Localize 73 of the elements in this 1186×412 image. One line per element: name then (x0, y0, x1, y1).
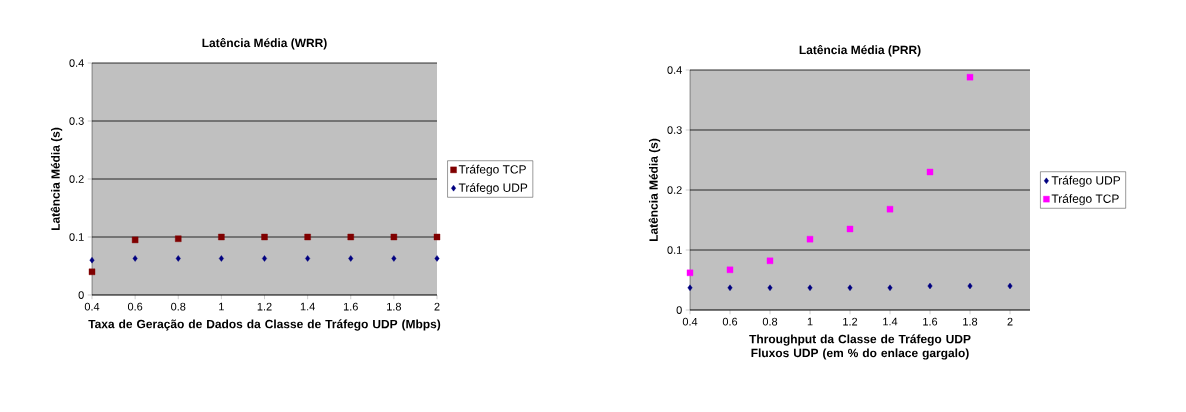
point (261, 233, 268, 241)
point (218, 233, 225, 241)
y-tick-label: 0.3 (667, 126, 682, 134)
x-tick-label: 0.8 (171, 302, 186, 311)
point (926, 168, 934, 176)
x-tick-label: 0.8 (762, 317, 778, 326)
point (262, 255, 267, 262)
point (434, 255, 440, 262)
x-tick-label: 1.4 (300, 302, 315, 311)
point (1007, 282, 1013, 290)
point (887, 284, 893, 291)
point (686, 269, 694, 276)
chart-title: Latência Média (WRR) (202, 38, 327, 50)
point (89, 257, 95, 264)
point (88, 268, 96, 275)
point (305, 255, 311, 262)
y-axis-title: Latência Média (s) (50, 127, 63, 231)
point (807, 284, 813, 291)
legend-label: Tráfego UDP (1051, 175, 1121, 187)
y-tick-label: 0 (676, 306, 682, 314)
point (391, 255, 397, 262)
legend-label: Tráfego UDP (458, 183, 528, 195)
x-tick-label: 1 (219, 302, 224, 311)
point (433, 233, 441, 241)
y-tick-label: 0.3 (69, 117, 84, 125)
point (726, 266, 734, 273)
y-tick-label: 0.4 (69, 59, 84, 67)
point (175, 235, 182, 242)
point (218, 255, 224, 262)
x-axis-title: Throughput da Classe de Tráfego UDP Fluxos UDP (em % do enlace gargalo) (749, 334, 971, 360)
point (886, 206, 894, 213)
point (348, 255, 354, 262)
y-tick-label: 0 (78, 291, 84, 299)
y-tick-label: 0.1 (69, 233, 84, 241)
point (766, 257, 774, 264)
x-tick-label: 1 (807, 317, 813, 326)
x-tick-label: 1.2 (843, 317, 858, 326)
y-tick-label: 0.2 (69, 175, 84, 183)
point (847, 284, 853, 291)
point (767, 284, 773, 291)
chart-title: Latência Média (PRR) (799, 45, 921, 57)
point (966, 74, 974, 81)
x-axis-title: Taxa de Geração de Dados da Classe de Tráfego UDP (Mbps) (88, 319, 441, 331)
point (132, 255, 138, 262)
x-tick-label: 0.6 (722, 317, 738, 326)
point (175, 255, 181, 262)
point (347, 233, 354, 241)
point (131, 236, 139, 244)
point (806, 236, 814, 243)
x-tick-label: 1.6 (923, 317, 938, 326)
point (304, 233, 311, 241)
point (727, 284, 733, 291)
x-tick-label: 0.6 (127, 302, 143, 311)
point (846, 225, 854, 233)
legend-label: Tráfego TCP (458, 164, 526, 176)
x-tick-label: 1.6 (343, 302, 358, 311)
point (967, 282, 973, 290)
point (390, 233, 398, 241)
x-tick-label: 1.2 (257, 302, 272, 311)
legend-label: Tráfego TCP (1051, 194, 1119, 206)
y-tick-label: 0.1 (667, 246, 682, 254)
point (927, 282, 933, 290)
x-tick-label: 0.4 (84, 302, 100, 311)
x-tick-label: 2 (434, 302, 440, 311)
y-axis-title: Latência Média (s) (648, 138, 661, 242)
x-tick-label: 1.8 (387, 302, 402, 311)
y-tick-label: 0.2 (667, 186, 682, 194)
point (687, 284, 693, 291)
x-tick-label: 2 (1007, 317, 1013, 326)
y-tick-label: 0.4 (667, 66, 682, 74)
x-tick-label: 1.8 (963, 317, 978, 326)
x-tick-label: 0.4 (682, 317, 698, 326)
x-tick-label: 1.4 (883, 317, 898, 326)
